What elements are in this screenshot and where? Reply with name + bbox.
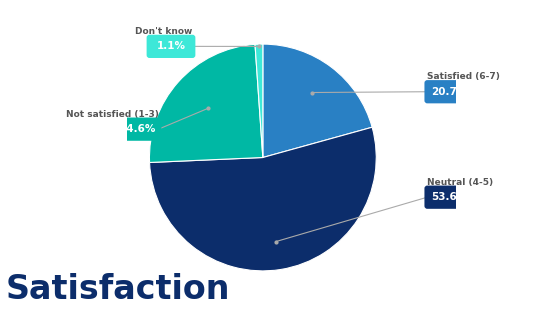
FancyBboxPatch shape [147,35,195,58]
Text: Satisfaction: Satisfaction [6,272,230,306]
Text: 53.6%: 53.6% [431,192,467,202]
Wedge shape [150,127,376,271]
FancyBboxPatch shape [424,186,473,209]
Text: 20.7%: 20.7% [431,87,467,97]
FancyBboxPatch shape [424,80,473,103]
Text: 24.6%: 24.6% [119,124,155,134]
Wedge shape [263,44,372,158]
Wedge shape [150,44,263,163]
Text: Neutral (4-5): Neutral (4-5) [427,178,493,187]
Text: Not satisfied (1-3): Not satisfied (1-3) [66,110,158,119]
Text: Satisfied (6-7): Satisfied (6-7) [427,72,500,82]
Text: Don't know: Don't know [135,27,193,36]
FancyBboxPatch shape [113,117,161,141]
Text: 1.1%: 1.1% [156,41,185,51]
Wedge shape [255,44,263,158]
